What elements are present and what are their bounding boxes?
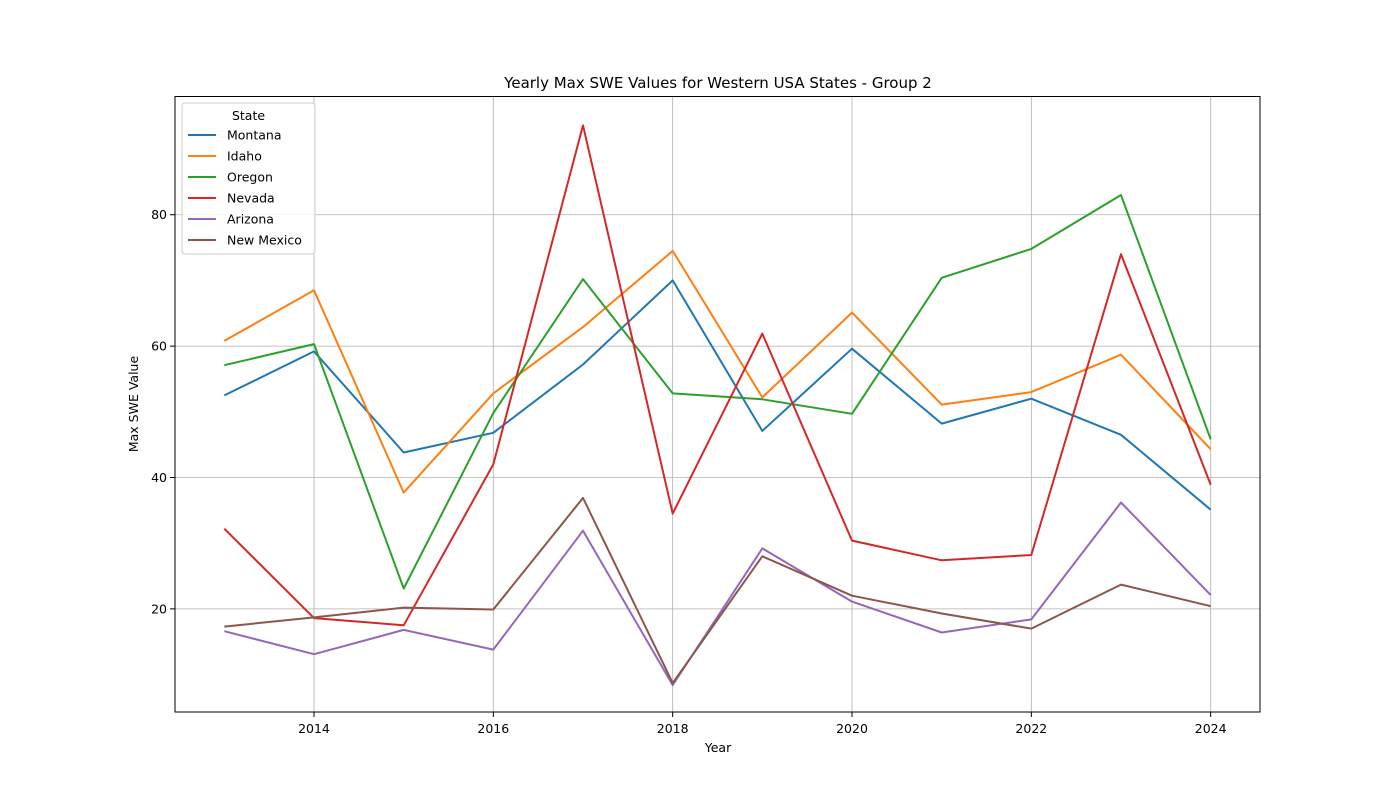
legend-label-arizona: Arizona <box>227 212 274 227</box>
series-lines <box>223 124 1212 687</box>
y-tick-label: 20 <box>151 601 167 616</box>
plot-area-frame <box>174 96 1261 713</box>
legend-box <box>181 102 316 255</box>
x-axis-label: Year <box>704 740 732 755</box>
legend: State Montana Idaho Oregon Nevada Arizona New… <box>181 102 316 255</box>
chart-title: Yearly Max SWE Values for Western USA St… <box>503 74 932 92</box>
y-tick-label: 40 <box>151 470 167 485</box>
x-tick-label: 2020 <box>836 721 868 736</box>
y-axis-label: Max SWE Value <box>126 356 141 453</box>
series-line-oregon <box>224 194 1212 590</box>
series-line-montana <box>223 279 1212 511</box>
series-line-nevada <box>223 124 1212 627</box>
legend-label-montana: Montana <box>227 128 282 143</box>
x-tick-label: 2014 <box>298 721 330 736</box>
legend-title: State <box>232 108 265 123</box>
grid-lines <box>175 96 1260 712</box>
y-tick-label: 60 <box>151 339 167 354</box>
x-axis: 2014 2016 2018 2020 2022 2024 <box>298 712 1227 736</box>
x-tick-label: 2022 <box>1015 721 1047 736</box>
x-tick-label: 2024 <box>1195 721 1227 736</box>
legend-label-idaho: Idaho <box>227 149 262 164</box>
legend-label-nevada: Nevada <box>227 191 275 206</box>
series-line-idaho <box>223 249 1212 494</box>
x-tick-label: 2016 <box>477 721 509 736</box>
series-line-new-mexico <box>224 496 1211 685</box>
legend-label-oregon: Oregon <box>227 170 273 185</box>
legend-label-new-mexico: New Mexico <box>227 233 302 248</box>
x-tick-label: 2018 <box>657 721 689 736</box>
y-axis: 20 40 60 80 <box>151 207 175 616</box>
y-tick-label: 80 <box>151 207 167 222</box>
series-line-arizona <box>224 501 1212 687</box>
